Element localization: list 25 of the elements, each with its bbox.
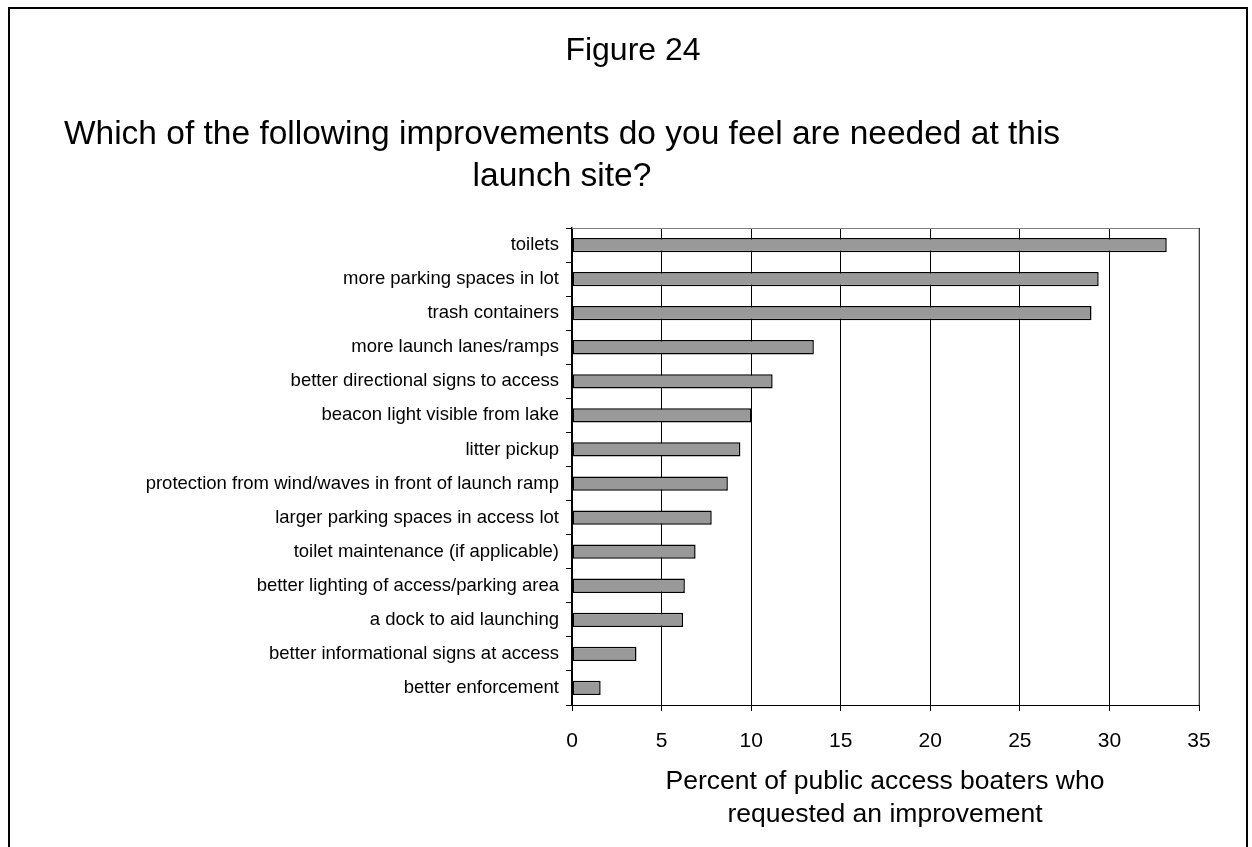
y-tick-label: litter pickup [465, 437, 559, 459]
y-tick-label: more parking spaces in lot [343, 267, 559, 289]
x-axis-title: Percent of public access boaters who requested an improvement [664, 764, 1106, 830]
y-tick-label: beacon light visible from lake [321, 403, 559, 425]
y-tick-label: more launch lanes/ramps [351, 335, 559, 357]
chart-title: Figure 24 [564, 30, 702, 69]
y-tick-label: better enforcement [403, 676, 559, 698]
y-tick-label: toilet maintenance (if applicable) [293, 539, 559, 561]
y-tick-label: protection from wind/waves in front of launch ramp [145, 471, 559, 493]
x-tick-label: 10 [739, 728, 763, 752]
y-tick-label: better lighting of access/parking area [256, 573, 560, 595]
y-tick-label: better directional signs to access [290, 369, 559, 391]
x-tick-label: 30 [1097, 728, 1122, 752]
chart-subtitle: Which of the following improvements do you feel are needed at this launch site? [62, 113, 1062, 195]
y-tick-label: toilets [510, 233, 559, 255]
y-tick-label: better informational signs at access [269, 641, 559, 663]
x-tick-label: 0 [566, 728, 578, 752]
x-tick-label: 5 [655, 728, 668, 752]
y-tick-label: a dock to aid launching [369, 607, 559, 629]
y-tick-label: trash containers [427, 301, 559, 323]
x-tick-label: 25 [1008, 728, 1032, 752]
x-tick-label: 15 [829, 728, 853, 752]
y-tick-label: larger parking spaces in access lot [275, 505, 559, 527]
x-tick-label: 20 [918, 728, 942, 752]
x-tick-label: 35 [1187, 728, 1211, 752]
